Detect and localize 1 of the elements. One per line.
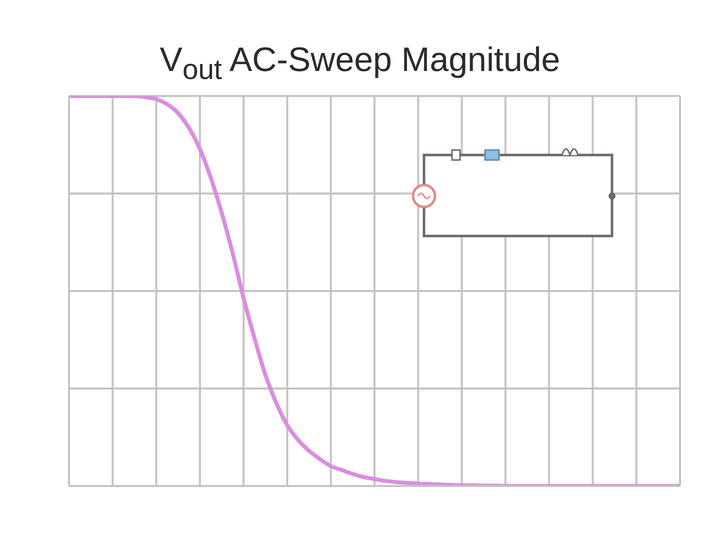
chart-title: V$_{out}$ AC-Sweep Magnitude	[158, 40, 562, 88]
